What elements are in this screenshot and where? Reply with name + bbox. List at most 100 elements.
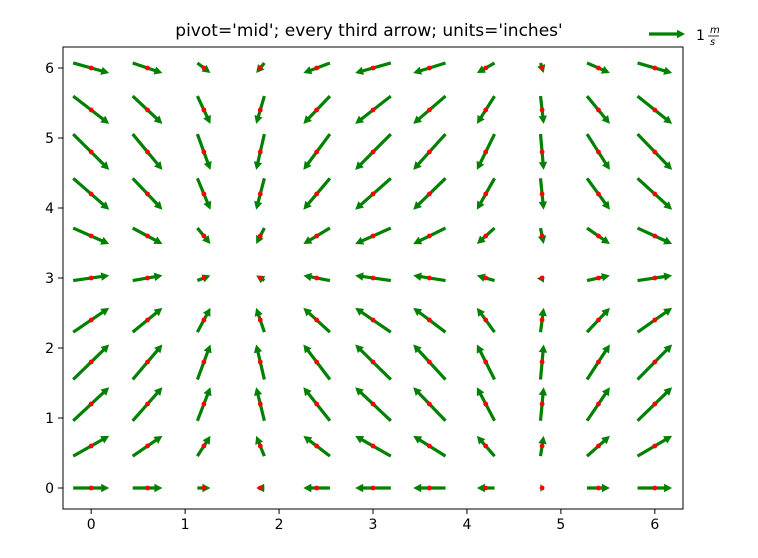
grid-point [314,443,320,449]
axes: 0 1 2 3 4 5 6 0 1 2 3 4 5 6 [45,46,684,533]
grid-point [539,149,545,155]
grid-point [201,401,207,407]
grid-point [201,65,207,71]
y-tick-label: 3 [45,271,54,287]
grid-point [257,107,263,113]
grid-point [370,275,376,281]
grid-point [483,233,489,239]
grid-point [145,107,150,113]
grid-point [314,485,320,491]
grid-point [483,107,489,113]
grid-point [145,149,150,155]
grid-point [596,317,601,323]
grid-point [483,485,489,491]
x-tick-label: 4 [462,517,471,533]
grid-point [539,275,545,281]
grid-point [370,443,376,449]
grid-point [539,485,545,491]
grid-point [314,191,320,197]
x-tick-label: 0 [87,517,96,533]
quiver-key: 1 m s [649,25,720,48]
grid-point [88,65,94,71]
grid-point [201,149,207,155]
grid-point [314,317,320,323]
chart-title: pivot='mid'; every third arrow; units='i… [175,21,562,41]
grid-point [201,191,207,197]
grid-point [257,233,263,239]
grid-point [652,233,658,239]
grid-point [483,65,489,71]
grid-point [596,149,601,155]
grid-point [426,275,432,281]
grid-point [314,107,320,113]
grid-point [539,233,545,239]
y-tick-label: 6 [45,61,54,77]
grid-point [201,233,207,239]
grid-point [483,149,489,155]
grid-point [483,443,489,449]
quiver-key-unit-numerator: m [710,25,720,36]
grid-point [483,317,489,323]
grid-point [652,107,658,113]
grid-point [370,485,376,491]
grid-point [257,275,263,281]
grid-point [145,275,150,281]
grid-point [145,401,150,407]
grid-point [596,485,601,491]
grid-point [88,233,94,239]
grid-point [257,485,263,491]
grid-point [88,401,94,407]
grid-point [88,275,94,281]
grid-point [88,443,94,449]
grid-point [652,443,658,449]
grid-point [426,359,432,365]
grid-point [370,107,376,113]
grid-point [483,401,489,407]
grid-point [596,233,601,239]
grid-point [257,401,263,407]
grid-point [145,65,150,71]
grid-point [426,401,432,407]
grid-point [88,149,94,155]
grid-point [145,359,150,365]
grid-point [426,65,432,71]
grid-point [652,401,658,407]
grid-point [483,191,489,197]
grid-point [145,233,150,239]
grid-point [314,233,320,239]
y-tick-label: 4 [45,201,54,217]
grid-point [88,485,94,491]
grid-point [145,317,150,323]
grid-point [596,443,601,449]
grid-point [539,191,545,197]
grid-point [539,359,545,365]
grid-point [596,65,601,71]
grid-point [596,359,601,365]
grid-point [652,191,658,197]
grid-point [426,443,432,449]
grid-point [314,401,320,407]
grid-point [88,317,94,323]
grid-point [539,401,545,407]
grid-point [201,275,207,281]
grid-point [483,275,489,281]
grid-point [257,317,263,323]
grid-point [539,317,545,323]
grid-point [370,191,376,197]
points-layer [88,65,658,491]
grid-point [426,233,432,239]
grid-point [596,107,601,113]
grid-point [257,443,263,449]
grid-point [257,65,263,71]
grid-point [145,485,150,491]
x-tick-label: 3 [369,517,378,533]
grid-point [201,485,207,491]
grid-point [370,359,376,365]
grid-point [370,233,376,239]
quiver-key-arrow [649,29,685,39]
grid-point [88,107,94,113]
quiver-key-unit-denominator: s [710,37,715,48]
grid-point [483,359,489,365]
